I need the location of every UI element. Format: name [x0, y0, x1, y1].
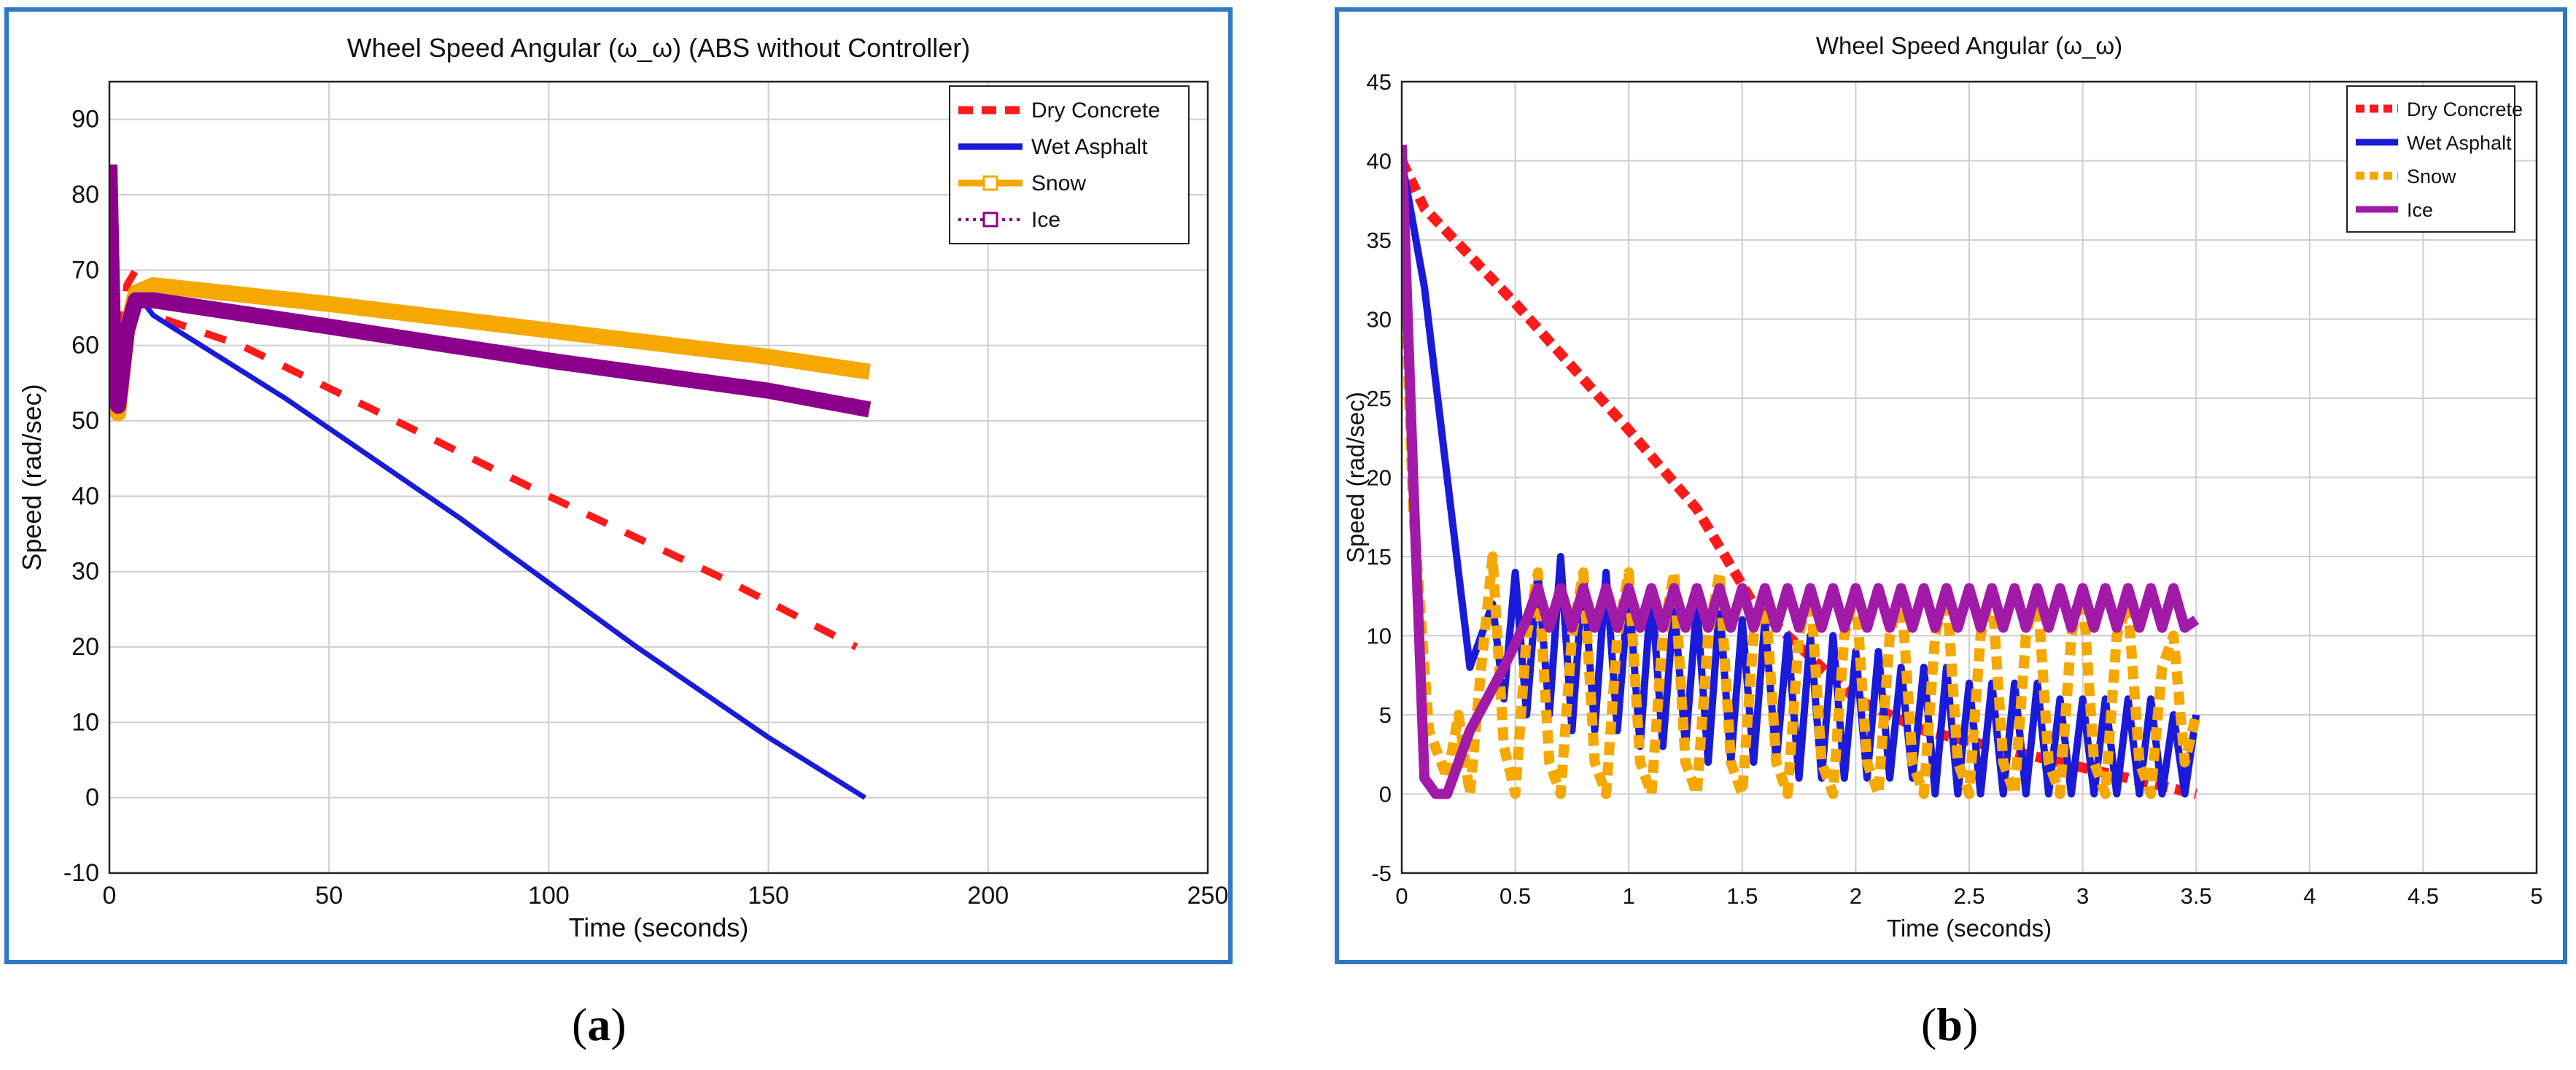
x-tick-label: 250 — [1187, 882, 1229, 910]
axes-box — [1400, 80, 2538, 875]
y-tick-label: 30 — [1367, 307, 1392, 333]
x-tick-label: 150 — [748, 882, 789, 910]
x-tick-label: 3 — [2076, 883, 2089, 909]
chart-title: Wheel Speed Angular (ω_ω) — [1816, 32, 2122, 59]
y-tick-label: 45 — [1367, 69, 1392, 95]
x-tick-label: 4.5 — [2408, 883, 2439, 909]
chart-a: 0 50 100 150 200 250-100102030405060708090Whe… — [17, 33, 1228, 942]
legend-marker-snow — [982, 175, 998, 191]
y-tick-label: 30 — [71, 558, 99, 586]
x-tick-label: 1.5 — [1726, 883, 1758, 909]
y-axis-label: Speed (rad/sec) — [1342, 392, 1369, 563]
x-tick-label: 0 — [1395, 883, 1408, 909]
y-tick-label: 60 — [71, 332, 99, 360]
y-tick-label: 20 — [71, 633, 99, 661]
series-line-ice — [1402, 144, 2200, 799]
series-line-ice — [109, 164, 872, 418]
legend-label: Wet Asphalt — [2407, 132, 2512, 154]
legend-label: Dry Concrete — [1031, 98, 1160, 123]
y-tick-label: 10 — [1367, 624, 1392, 649]
y-tick-label: 0 — [1379, 782, 1392, 807]
panel-label-a: (a) — [572, 999, 626, 1050]
x-axis-label: Time (seconds) — [569, 912, 749, 942]
x-tick-label: 3.5 — [2181, 883, 2212, 909]
legend-label: Wet Asphalt — [1031, 135, 1148, 159]
series-line-wet-asphalt — [1402, 160, 2200, 798]
x-tick-label: 50 — [315, 882, 343, 910]
y-axis-label: Speed (rad/sec) — [17, 384, 47, 570]
y-tick-label: -5 — [1371, 861, 1392, 886]
panel-label-b: (b) — [1921, 999, 1979, 1050]
x-tick-label: 200 — [967, 882, 1009, 910]
legend-label: Ice — [2407, 199, 2433, 221]
legend-label: Ice — [1031, 208, 1060, 232]
y-tick-label: 35 — [1367, 228, 1392, 253]
x-tick-label: 0 — [103, 882, 117, 910]
y-tick-label: 40 — [1367, 149, 1392, 174]
axes-box — [108, 80, 1209, 875]
legend-label: Dry Concrete — [2407, 98, 2523, 120]
y-tick-label: 70 — [71, 256, 99, 284]
y-tick-label: 0 — [85, 784, 99, 812]
y-tick-label: 80 — [71, 181, 99, 209]
x-axis-label: Time (seconds) — [1887, 915, 2052, 942]
y-tick-label: 25 — [1367, 386, 1392, 411]
x-tick-label: 4 — [2303, 883, 2316, 909]
legend-label: Snow — [2407, 166, 2456, 187]
y-tick-label: -10 — [63, 859, 99, 887]
x-tick-label: 5 — [2530, 883, 2542, 909]
x-tick-label: 2 — [1850, 883, 1862, 909]
legend-marker-ice — [982, 212, 998, 228]
legend-label: Snow — [1031, 171, 1086, 195]
x-tick-label: 0.5 — [1500, 883, 1531, 909]
y-tick-label: 40 — [71, 482, 99, 510]
x-tick-label: 2.5 — [1953, 883, 1985, 909]
chart-title: Wheel Speed Angular (ω_ω) (ABS without C… — [347, 33, 971, 63]
chart-b: 0 0.5 1 1.5 2 2.5 3 3.5 4 4.5 5-505101520253035404… — [1342, 32, 2543, 942]
x-tick-label: 1 — [1623, 883, 1635, 909]
y-tick-label: 5 — [1379, 702, 1392, 728]
y-tick-label: 50 — [71, 407, 99, 435]
y-tick-label: 90 — [71, 106, 99, 133]
y-tick-label: 10 — [71, 708, 99, 736]
y-tick-label: 15 — [1367, 544, 1392, 570]
x-tick-label: 100 — [528, 882, 570, 910]
y-tick-label: 20 — [1367, 465, 1392, 491]
